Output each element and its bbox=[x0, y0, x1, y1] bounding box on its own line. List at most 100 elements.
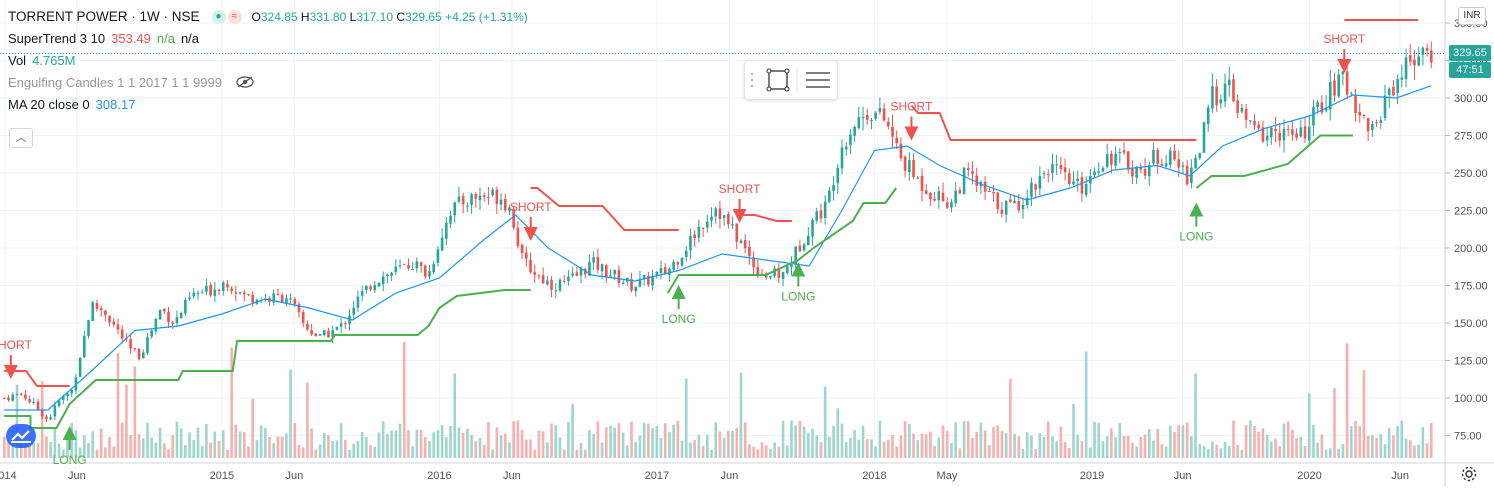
volume-legend[interactable]: Vol 4.765M bbox=[8, 50, 528, 72]
volume-bar bbox=[828, 436, 831, 458]
candle-body bbox=[482, 195, 486, 197]
volume-bar bbox=[280, 436, 284, 458]
volume-bar bbox=[1232, 420, 1235, 458]
volume-bar bbox=[1110, 428, 1113, 458]
candle-body bbox=[445, 222, 448, 239]
volume-bar bbox=[609, 425, 612, 458]
volume-bar bbox=[209, 442, 212, 458]
volume-bar bbox=[558, 437, 562, 458]
drag-handle[interactable] bbox=[750, 72, 754, 88]
candle-body bbox=[1122, 150, 1126, 153]
volume-bar bbox=[1139, 436, 1143, 458]
candle-body bbox=[289, 298, 292, 300]
engulfing-legend[interactable]: Engulfing Candles 1 1 2017 1 1 9999 bbox=[8, 72, 528, 94]
candle-body bbox=[1042, 173, 1046, 175]
candle-body bbox=[1143, 169, 1147, 176]
volume-bar bbox=[129, 434, 132, 458]
candle-body bbox=[1337, 74, 1340, 97]
volume-bar bbox=[449, 425, 452, 458]
volume-bar bbox=[1358, 426, 1362, 458]
candle-body bbox=[432, 264, 436, 273]
candle-body bbox=[924, 190, 928, 194]
candle-body bbox=[870, 120, 873, 122]
candle-body bbox=[28, 399, 31, 403]
candle-body bbox=[828, 190, 831, 202]
candle-body bbox=[297, 304, 301, 313]
candle-body bbox=[1131, 168, 1134, 177]
candle-body bbox=[988, 190, 991, 192]
candle-body bbox=[251, 294, 255, 303]
short-signal-label: SHORT bbox=[1323, 32, 1365, 46]
volume-bar bbox=[1371, 434, 1374, 458]
candle-body bbox=[167, 312, 170, 323]
long-signal-arrow bbox=[671, 285, 686, 299]
time-tick-label: 2020 bbox=[1297, 470, 1321, 482]
volume-bar bbox=[394, 430, 398, 458]
volume-bar bbox=[979, 422, 983, 458]
short-signal-arrow bbox=[904, 126, 919, 141]
candle-body bbox=[798, 245, 802, 252]
volume-bar bbox=[1101, 441, 1105, 458]
candle-body bbox=[966, 168, 970, 171]
volume-bar bbox=[503, 433, 507, 458]
close-value: 329.65 bbox=[405, 10, 442, 24]
candle-body bbox=[1307, 126, 1311, 141]
logo-icon[interactable] bbox=[6, 424, 36, 448]
candle-body bbox=[1147, 164, 1151, 177]
symbol-title[interactable]: TORRENT POWER · 1W · NSE bbox=[8, 9, 200, 24]
ma-legend[interactable]: MA 20 close 0 308.17 bbox=[8, 94, 528, 116]
volume-bar bbox=[1089, 447, 1092, 458]
volume-bar bbox=[836, 408, 840, 458]
volume-bar bbox=[457, 427, 461, 458]
volume-bar bbox=[415, 429, 419, 458]
candle-body bbox=[1371, 123, 1374, 131]
compare-icon[interactable]: ● ≈ bbox=[211, 10, 242, 24]
volume-bar bbox=[1004, 433, 1008, 458]
candle-body bbox=[503, 198, 507, 211]
list-settings-icon[interactable] bbox=[806, 72, 830, 88]
supertrend-down-line bbox=[739, 214, 792, 222]
candle-body bbox=[541, 275, 545, 284]
candle-body bbox=[958, 189, 962, 194]
candle-body bbox=[1291, 129, 1294, 135]
volume-bar bbox=[924, 434, 928, 458]
gear-icon[interactable] bbox=[1460, 465, 1478, 483]
hide-eye-icon[interactable] bbox=[236, 72, 254, 94]
supertrend-up-line bbox=[666, 187, 898, 294]
volume-bar bbox=[365, 436, 368, 458]
rectangle-select-icon[interactable] bbox=[766, 68, 790, 92]
volume-bar bbox=[1291, 429, 1294, 458]
volume-bar bbox=[524, 439, 528, 458]
supertrend-legend[interactable]: SuperTrend 3 10 353.49 n/a n/a bbox=[8, 28, 528, 50]
volume-bar bbox=[684, 378, 688, 458]
short-signal-arrow bbox=[732, 209, 747, 223]
candle-body bbox=[1156, 150, 1160, 164]
volume-bar bbox=[1223, 442, 1227, 458]
volume-bar bbox=[1072, 404, 1075, 458]
candle-body bbox=[1017, 200, 1021, 211]
volume-label: Vol bbox=[8, 53, 27, 68]
volume-bar bbox=[693, 440, 696, 458]
volume-bar bbox=[125, 384, 128, 458]
candle-body bbox=[558, 279, 562, 291]
candle-body bbox=[676, 262, 680, 265]
volume-bar bbox=[1320, 434, 1324, 458]
volume-bar bbox=[567, 421, 570, 458]
volume-bar bbox=[731, 430, 734, 458]
collapse-chevron-icon[interactable]: ︿ bbox=[9, 128, 33, 148]
volume-bar bbox=[1051, 436, 1054, 458]
candle-body bbox=[66, 393, 69, 397]
currency-label[interactable]: INR bbox=[1458, 7, 1486, 25]
candle-body bbox=[962, 167, 966, 194]
candle-body bbox=[423, 265, 427, 277]
candle-body bbox=[1114, 153, 1117, 166]
candle-body bbox=[1303, 126, 1307, 139]
time-tick-label: Jun bbox=[721, 470, 739, 482]
volume-bar bbox=[1211, 441, 1214, 458]
volume-bar bbox=[322, 433, 326, 458]
candle-body bbox=[1261, 127, 1265, 142]
candle-body bbox=[3, 397, 6, 399]
candle-body bbox=[310, 330, 313, 335]
candle-body bbox=[630, 279, 633, 291]
